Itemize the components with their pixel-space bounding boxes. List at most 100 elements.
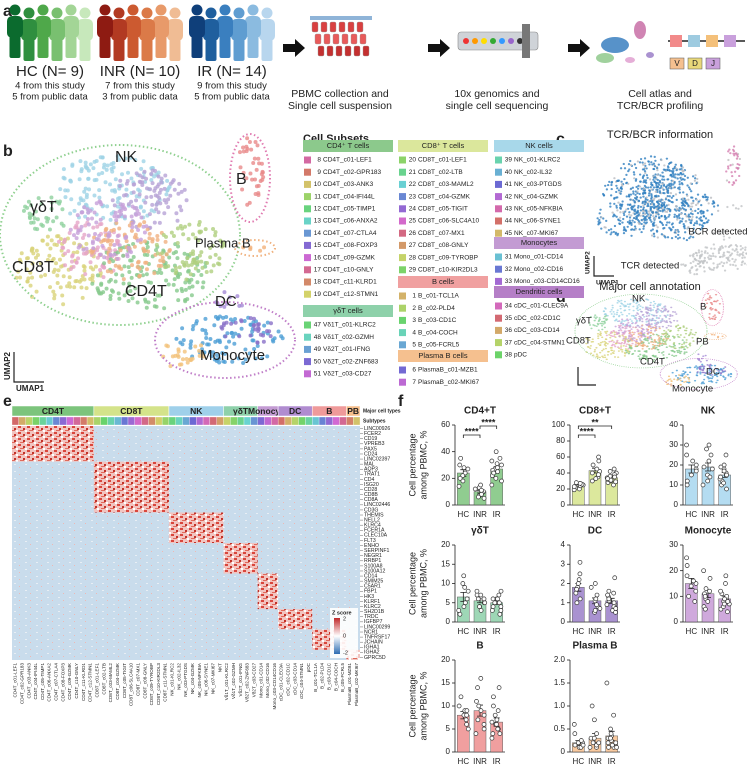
cell-dot bbox=[656, 181, 660, 185]
cell-dot bbox=[679, 334, 682, 336]
cell-dot bbox=[643, 203, 647, 206]
cell-dot bbox=[717, 230, 720, 233]
cell-dot bbox=[622, 336, 625, 338]
cell-dot bbox=[670, 236, 674, 240]
cell-dot bbox=[210, 243, 215, 248]
cell-dot bbox=[621, 339, 624, 342]
gene-label: KLRC2 bbox=[364, 604, 381, 610]
cell-dot bbox=[204, 331, 209, 336]
data-point bbox=[594, 592, 600, 598]
data-point bbox=[578, 738, 584, 743]
legend-swatch bbox=[399, 266, 406, 274]
data-point bbox=[489, 458, 495, 464]
cell-dot bbox=[200, 285, 205, 290]
cell-dot bbox=[622, 210, 625, 213]
cell-dot bbox=[196, 238, 201, 243]
data-point bbox=[576, 577, 582, 583]
gene-label: CD19 bbox=[364, 436, 377, 442]
cell-dot bbox=[175, 240, 180, 245]
cell-dot bbox=[648, 163, 651, 166]
cell-dot bbox=[701, 363, 704, 366]
chip-dot bbox=[499, 38, 505, 44]
cell-dot bbox=[649, 357, 652, 360]
cell-dot bbox=[86, 176, 91, 181]
subtype-cell bbox=[353, 416, 361, 426]
cell-dot bbox=[658, 326, 661, 328]
cell-dot bbox=[742, 251, 745, 254]
legend-name: cDC_c03-CD14 bbox=[514, 327, 560, 334]
cell-dot bbox=[695, 216, 698, 219]
cell-dot bbox=[83, 164, 88, 169]
legend-name: CD4T_c05-TIMP1 bbox=[323, 206, 376, 213]
legend-id: 2 bbox=[412, 305, 416, 312]
cell-dot bbox=[651, 184, 654, 187]
legend-id: 15 bbox=[314, 242, 322, 249]
cell-dot bbox=[738, 174, 741, 178]
cell-dot bbox=[27, 211, 32, 216]
cell-dot bbox=[97, 195, 102, 200]
cell-dot bbox=[229, 331, 234, 336]
cell-dot bbox=[667, 329, 670, 331]
cell-dot bbox=[93, 264, 98, 269]
cell-dot bbox=[80, 295, 85, 300]
cell-dot bbox=[669, 330, 672, 333]
cell-dot bbox=[713, 364, 717, 367]
cell-dot bbox=[689, 331, 692, 334]
data-point bbox=[457, 475, 463, 481]
cell-dot bbox=[256, 192, 261, 197]
cell-dot bbox=[603, 326, 606, 329]
cell-dot bbox=[706, 220, 709, 224]
legend-header-text: B cells bbox=[432, 277, 454, 286]
cell-dot bbox=[685, 220, 688, 223]
cell-dot bbox=[605, 358, 608, 361]
cell-dot bbox=[624, 348, 627, 350]
cell-dot bbox=[616, 209, 619, 212]
cell-dot bbox=[61, 274, 66, 279]
cell-dot bbox=[717, 247, 721, 251]
cell-dot bbox=[683, 264, 687, 267]
subtype-cell bbox=[93, 416, 101, 426]
cell-dot bbox=[703, 378, 706, 381]
cell-dot bbox=[655, 321, 658, 324]
legend-id: 8 bbox=[317, 157, 321, 164]
cell-dot bbox=[623, 320, 626, 322]
cell-dot bbox=[650, 234, 654, 237]
cell-dot bbox=[741, 256, 744, 259]
cell-dot bbox=[633, 213, 637, 216]
cell-dot bbox=[670, 196, 673, 199]
cell-dot bbox=[638, 185, 642, 188]
cell-dot bbox=[675, 313, 678, 315]
cell-dot bbox=[171, 251, 176, 256]
cell-dot bbox=[656, 188, 659, 192]
cell-dot bbox=[220, 326, 225, 331]
data-point bbox=[479, 487, 484, 493]
data-point bbox=[498, 588, 504, 594]
cell-dot bbox=[727, 374, 730, 377]
cell-dot bbox=[684, 208, 688, 212]
x-tick-label: IR bbox=[493, 510, 501, 519]
cell-dot bbox=[687, 378, 691, 380]
cell-dot bbox=[642, 355, 645, 358]
cell-dot bbox=[605, 219, 608, 222]
cell-dot bbox=[679, 352, 682, 355]
cell-dot bbox=[143, 200, 148, 205]
cell-dot bbox=[602, 193, 606, 197]
cell-dot bbox=[99, 291, 104, 296]
cell-dot bbox=[612, 311, 615, 313]
cell-dot bbox=[142, 220, 147, 225]
umap-x-label: UMAP1 bbox=[596, 280, 619, 287]
data-point bbox=[481, 495, 487, 501]
cluster-label: B bbox=[236, 171, 247, 188]
cell-dot bbox=[199, 343, 204, 348]
cell-dot bbox=[627, 352, 630, 355]
cell-dot bbox=[111, 259, 116, 264]
cell-dot bbox=[262, 323, 267, 328]
data-point bbox=[684, 478, 690, 484]
cell-dot bbox=[188, 272, 193, 277]
cell-dot bbox=[630, 344, 633, 347]
cell-dot bbox=[611, 211, 614, 214]
cell-dot bbox=[616, 302, 619, 304]
legend-swatch bbox=[304, 241, 311, 249]
column-label: Vδ2T_c01-IFNG bbox=[238, 663, 243, 697]
heatmap-block bbox=[168, 512, 224, 543]
